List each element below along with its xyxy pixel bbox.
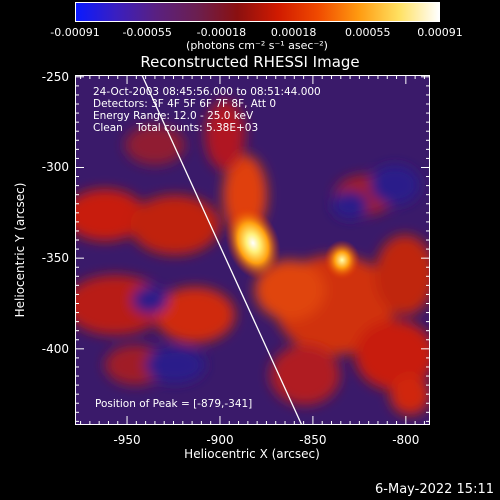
emission-region [130,195,220,255]
colorbar-tick-label: 0.00018 [270,26,317,39]
colorbar-tick-label: 0.00055 [345,26,391,39]
low-intensity-region [132,286,168,314]
rhessi-image-plot: 24-Oct-2003 08:45:56.000 to 08:51:44.000… [75,75,430,425]
x-axis-label: Heliocentric X (arcsec) [184,447,320,461]
emission-region [75,189,145,241]
info-clean-counts: Clean Total counts: 5.38E+03 [93,122,259,134]
peak-source [225,206,281,280]
info-time-range: 24-Oct-2003 08:45:56.000 to 08:51:44.000 [93,86,321,98]
solar-limb-line [141,75,303,425]
low-intensity-region [332,191,368,219]
info-energy-range: Energy Range: 12.0 - 25.0 keV [93,110,254,122]
emission-region [205,100,245,170]
emission-region [355,320,430,390]
colorbar-tick-label: -0.00091 [50,26,100,39]
colorbar-tick-label: -0.00055 [122,26,172,39]
x-tick-label: -900 [206,433,234,447]
emission-region [390,375,430,415]
secondary-source [324,240,360,280]
y-tick-label: -400 [41,341,69,356]
y-tick-label: -300 [41,160,69,175]
plot-timestamp: 6-May-2022 15:11 [375,482,494,497]
x-tick-label: -800 [392,433,420,447]
colorbar [75,2,440,22]
colorbar-units-label: (photons cm⁻² s⁻¹ asec⁻²) [186,39,328,52]
info-peak-position: Position of Peak = [-879,-341] [95,398,253,410]
colorbar-tick-label: -0.00018 [196,26,247,39]
rhessi-intensity-map [75,75,430,425]
x-tick-label: -850 [299,433,327,447]
y-tick-label: -250 [41,69,69,84]
y-tick-label: -350 [41,251,69,266]
colorbar-tick-label: 0.00091 [417,26,463,39]
emission-region [155,287,235,343]
emission-region [255,260,325,320]
low-intensity-region [145,347,205,383]
emission-region [375,235,430,315]
y-axis-label: Heliocentric Y (arcsec) [13,182,27,318]
emission-region [270,345,340,405]
emission-region [105,345,165,385]
x-tick-label: -950 [113,433,141,447]
low-intensity-region [370,165,420,205]
info-detectors: Detectors: 3F 4F 5F 6F 7F 8F, Att 0 [93,98,277,110]
image-title: Reconstructed RHESSI Image [140,53,360,71]
